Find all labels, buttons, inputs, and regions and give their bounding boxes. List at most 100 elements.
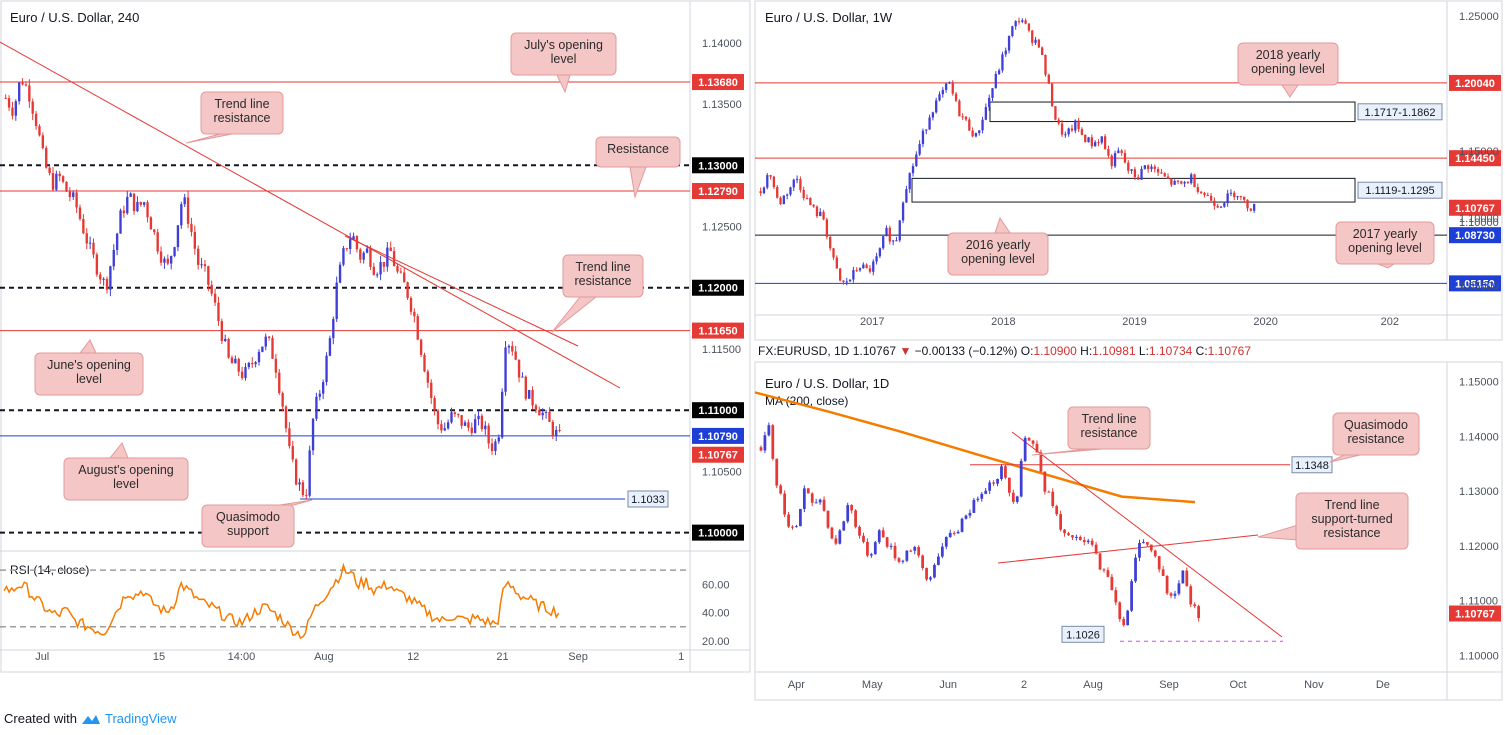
candle-body <box>766 175 769 188</box>
candle-body <box>810 493 814 503</box>
candle-body <box>1059 514 1063 530</box>
x-tick-label: 1 <box>678 651 684 663</box>
candle-body <box>838 268 842 281</box>
candle-body <box>809 198 812 205</box>
candle-body <box>1246 199 1249 209</box>
candle-body <box>1074 120 1077 131</box>
candle-body <box>866 542 869 556</box>
candle-body <box>24 84 28 86</box>
h4-level-badge-bg <box>692 183 744 200</box>
candle-body <box>1243 196 1246 200</box>
candle-body <box>1130 581 1133 611</box>
footer-brand[interactable]: TradingView <box>104 711 177 726</box>
candle-body <box>352 236 355 240</box>
candle-body <box>762 187 766 194</box>
candle-body <box>528 390 531 399</box>
candle-body <box>183 197 186 205</box>
candle-body <box>984 490 988 494</box>
candle-body <box>436 410 440 425</box>
candle-body <box>789 187 792 195</box>
candle-body <box>897 558 901 562</box>
candle-body <box>392 251 396 267</box>
candle-body <box>759 191 762 194</box>
h4-price-badge-bg <box>692 446 744 463</box>
y-tick-label: 1.25000 <box>1459 11 1499 23</box>
candle-body <box>1106 570 1110 577</box>
candle-body <box>450 412 453 423</box>
candle-body <box>45 147 48 168</box>
candle-body <box>1149 544 1153 551</box>
candle-body <box>1057 119 1060 124</box>
candle-body <box>1193 604 1197 607</box>
candle-body <box>1199 191 1203 194</box>
candle-body <box>1160 172 1163 174</box>
h4-callout-june-box <box>34 352 144 396</box>
h4-level-badge-bg <box>692 402 744 419</box>
candle-body <box>1027 23 1031 31</box>
y-tick-label: 1.15000 <box>1459 376 1499 388</box>
candle-body <box>551 421 555 436</box>
h4-callout-trend1-text: Trend line <box>214 97 269 111</box>
candle-body <box>65 181 68 192</box>
candle-body <box>227 338 230 358</box>
candle-body <box>994 73 997 89</box>
candle-body <box>325 355 328 383</box>
rsi-tick-label: 20.00 <box>702 636 730 648</box>
candle-body <box>1077 120 1080 130</box>
w1-level-badge-bg <box>1449 150 1501 167</box>
candle-body <box>507 345 511 348</box>
candle-body <box>278 372 281 394</box>
candle-body <box>1216 205 1219 208</box>
x-tick-label: 2018 <box>991 316 1015 328</box>
candle-body <box>1044 55 1047 75</box>
candle-body <box>55 173 58 190</box>
candle-body <box>1007 477 1011 493</box>
h4-callout-july-box <box>510 32 617 76</box>
candle-body <box>925 129 928 131</box>
candle-body <box>217 302 220 322</box>
h4-callout-trend2-text: resistance <box>575 274 632 288</box>
candle-body <box>166 258 169 264</box>
candle-body <box>311 418 315 451</box>
d1-quasimodo-label: 1.1348 <box>1295 460 1329 472</box>
candle-body <box>1031 440 1035 444</box>
candle-body <box>264 336 267 347</box>
x-tick-label: 202 <box>1381 316 1399 328</box>
candle-body <box>1090 137 1094 147</box>
h4-level-badge: 1.10790 <box>698 431 738 443</box>
candle-body <box>1150 166 1153 170</box>
candle-body <box>220 321 224 341</box>
candle-body <box>981 119 984 131</box>
w1-title: Euro / U.S. Dollar, 1W <box>765 10 893 25</box>
candle-body <box>399 271 403 273</box>
candle-body <box>1060 123 1064 135</box>
candle-body <box>882 236 885 249</box>
candle-body <box>129 193 132 197</box>
candle-body <box>1004 466 1007 478</box>
candle-body <box>905 550 909 561</box>
x-tick-label: Jun <box>939 679 957 691</box>
x-tick-label: 2019 <box>1122 316 1146 328</box>
x-tick-label: 2020 <box>1253 316 1277 328</box>
candle-body <box>1055 506 1059 515</box>
d1-callout-support-turned-text: support-turned <box>1311 512 1392 526</box>
candle-body <box>494 441 497 452</box>
candle-body <box>818 499 822 503</box>
candle-body <box>1110 155 1113 167</box>
candle-body <box>951 82 954 94</box>
candle-body <box>972 499 976 513</box>
rsi-tick-label: 40.00 <box>702 608 730 620</box>
candle-body <box>338 264 342 283</box>
candle-body <box>996 479 999 484</box>
candle-body <box>170 256 173 264</box>
w1-callout-2017-text: 2017 yearly <box>1353 227 1418 241</box>
h4-level-badge-bg <box>692 524 744 541</box>
h4-level-badge-bg <box>692 157 744 174</box>
candle-body <box>958 100 961 117</box>
candle-body <box>964 515 968 519</box>
candle-body <box>1014 21 1017 27</box>
w1-zone-label: 1.1717-1.1862 <box>1365 107 1436 119</box>
candle-body <box>877 530 881 543</box>
